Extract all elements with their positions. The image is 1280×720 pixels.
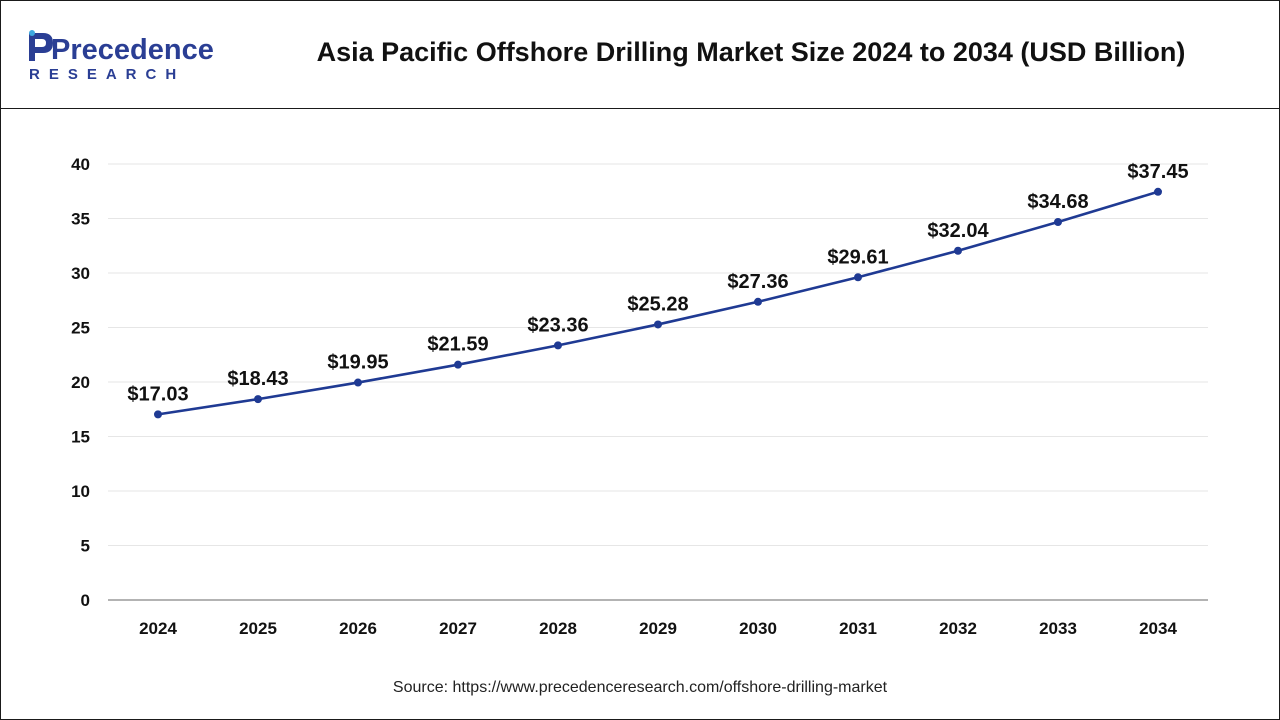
x-tick-label: 2028	[539, 619, 577, 638]
header: Precedence RESEARCH Asia Pacific Offshor…	[1, 1, 1279, 109]
chart-title: Asia Pacific Offshore Drilling Market Si…	[316, 37, 1186, 67]
x-tick-label: 2032	[939, 619, 977, 638]
grid	[108, 163, 1208, 546]
data-point	[254, 395, 262, 404]
data-label: $34.68	[1027, 191, 1088, 213]
x-tick-label: 2026	[339, 619, 377, 638]
data-point	[1054, 217, 1062, 226]
x-tick-label: 2025	[239, 619, 277, 638]
y-tick-label: 40	[71, 155, 90, 174]
logo-wordmark: Precedence	[51, 34, 214, 66]
y-tick-label: 20	[71, 373, 90, 392]
data-label: $37.45	[1127, 161, 1188, 183]
data-label: $27.36	[727, 271, 788, 293]
data-labels: $17.03 $18.43 $19.95 $21.59 $23.36 $25.28 $27.…	[127, 161, 1188, 406]
data-label: $19.95	[327, 352, 388, 374]
data-label: $23.36	[527, 314, 588, 336]
data-point	[454, 360, 462, 369]
data-label: $29.61	[827, 246, 888, 268]
data-point	[554, 341, 562, 350]
x-tick-label: 2033	[1039, 619, 1077, 638]
y-tick-label: 35	[71, 210, 90, 229]
data-point	[1154, 187, 1162, 196]
x-tick-label: 2034	[1139, 619, 1177, 638]
data-label: $21.59	[427, 334, 488, 356]
precedence-logo: Precedence RESEARCH	[29, 30, 214, 83]
y-tick-label: 15	[71, 428, 90, 447]
logo-tagline: RESEARCH	[29, 66, 185, 83]
data-point	[654, 320, 662, 329]
data-point	[754, 297, 762, 306]
y-tick-label: 5	[81, 537, 90, 556]
data-point	[954, 246, 962, 255]
source-note: Source: https://www.precedenceresearch.c…	[392, 679, 888, 696]
data-point	[854, 273, 862, 282]
y-tick-label: 30	[71, 264, 90, 283]
y-tick-label: 0	[81, 591, 90, 610]
data-label: $32.04	[927, 220, 989, 242]
x-tick-label: 2030	[739, 619, 777, 638]
data-point	[354, 378, 362, 387]
data-point	[154, 410, 162, 419]
y-tick-label: 25	[71, 319, 90, 338]
data-label: $17.03	[127, 383, 188, 405]
data-label: $25.28	[627, 293, 688, 315]
x-tick-label: 2029	[639, 619, 677, 638]
x-tick-label: 2024	[139, 619, 177, 638]
y-tick-label: 10	[71, 482, 90, 501]
precedence-logo-icon	[29, 30, 53, 61]
data-label: $18.43	[227, 368, 288, 390]
x-tick-label: 2031	[839, 619, 877, 638]
x-tick-label: 2027	[439, 619, 477, 638]
series	[154, 187, 1162, 419]
